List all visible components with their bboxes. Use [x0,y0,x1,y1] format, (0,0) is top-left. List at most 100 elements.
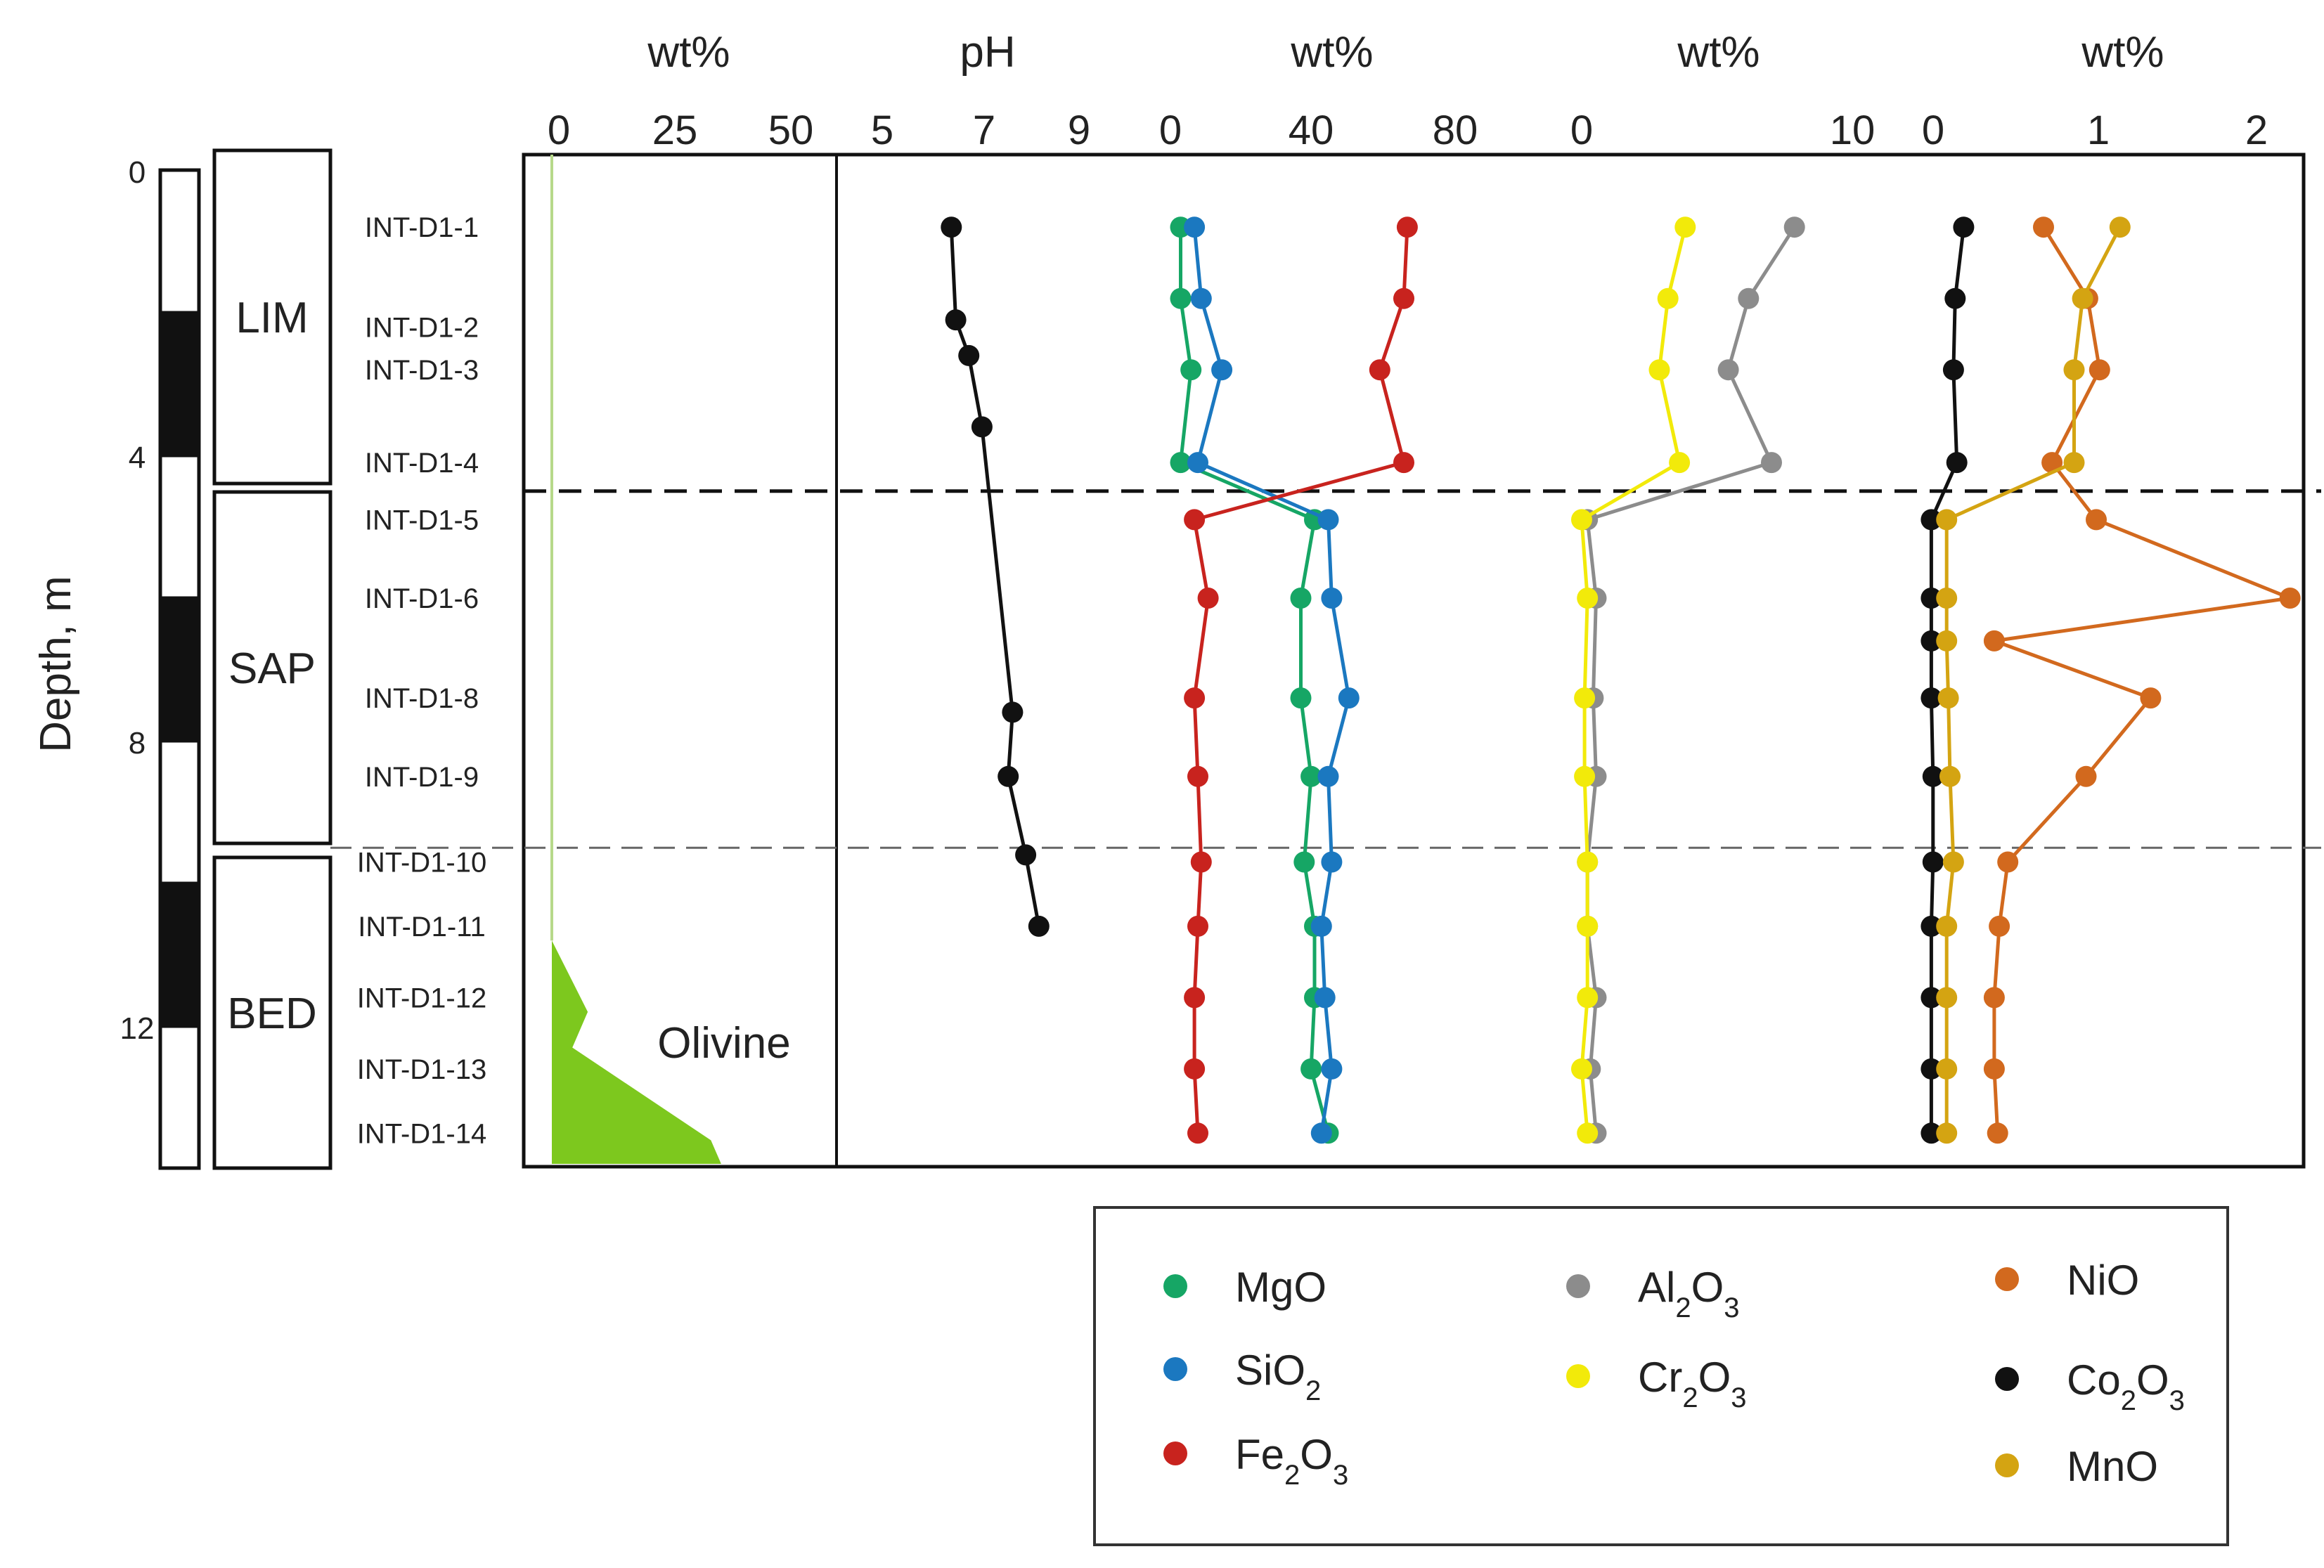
x-tick-label-ph: 5 [871,108,893,153]
data-point-sio2 [1190,287,1212,309]
sample-label: INT-D1-9 [365,762,479,793]
data-point-co2o3 [1920,687,1942,709]
data-point-ph [971,416,993,438]
data-point-sio2 [1321,1058,1343,1080]
data-point-mno [2072,287,2093,309]
data-point-mgo [1293,851,1315,873]
data-point-cr2o3 [1577,851,1599,873]
data-point-sio2 [1314,987,1336,1009]
data-point-cr2o3 [1577,987,1599,1009]
data-point-cr2o3 [1577,588,1599,609]
legend-marker-nio [1995,1267,2019,1291]
data-point-mno [2063,359,2085,381]
sample-label: INT-D1-14 [357,1118,487,1149]
data-point-sio2 [1310,1122,1332,1144]
data-point-fe2o3 [1393,452,1414,474]
panel-title-ph: pH [960,28,1015,77]
olivine-area [552,940,721,1164]
data-point-nio [2075,765,2097,787]
x-tick-label-major: 40 [1289,108,1334,153]
data-point-ph [1028,915,1050,937]
data-point-al2o3 [1783,216,1805,238]
legend-item-nio: NiO [1995,1257,2139,1304]
x-tick-label-trace: 0 [1922,108,1944,153]
legend-item-co2o3: Co2O3 [1995,1356,2185,1416]
legend-item-mgo: MgO [1163,1264,1326,1311]
data-point-co2o3 [1920,915,1942,937]
legend-item-mno: MnO [1995,1443,2158,1490]
data-point-co2o3 [1944,287,1966,309]
depth-tick-label: 4 [129,441,146,475]
legend-marker-al2o3 [1566,1274,1590,1298]
data-point-al2o3 [1717,359,1739,381]
sample-label: INT-D1-4 [365,448,479,479]
panel-title-minor: wt% [1677,28,1760,77]
data-point-fe2o3 [1369,359,1390,381]
series-line-co2o3 [1929,226,1965,1134]
data-point-sio2 [1317,509,1339,531]
series-line-ph [949,227,1041,927]
data-point-fe2o3 [1187,1122,1208,1144]
data-point-sio2 [1338,687,1360,709]
zone-box-lim [212,148,333,486]
data-point-mno [1936,509,1958,531]
data-point-mno [1937,687,1959,709]
zone-label-lim: LIM [235,294,308,342]
x-tick-label-minor: 10 [1830,108,1876,153]
zone-box-sap [212,490,333,845]
sample-label: INT-D1-13 [357,1054,487,1085]
x-tick-label-olivine: 0 [548,108,570,153]
data-point-mno [1936,1058,1958,1080]
x-tick-label-major: 0 [1159,108,1182,153]
data-point-mno [1936,630,1958,652]
data-point-mno [2109,216,2131,238]
legend-label-fe2o3: Fe2O3 [1235,1431,1348,1491]
data-point-cr2o3 [1577,1122,1599,1144]
depth-tick-label: 0 [129,155,146,190]
sample-label: INT-D1-1 [365,212,479,243]
x-tick-label-olivine: 25 [652,108,698,153]
data-point-mgo [1180,359,1202,381]
legend-label-mno: MnO [2067,1443,2158,1490]
legend-item-sio2: SiO2 [1163,1347,1321,1406]
data-point-mno [1936,915,1958,937]
data-point-fe2o3 [1184,1058,1206,1080]
data-point-mno [1936,588,1958,609]
zone-label-sap: SAP [228,644,316,693]
legend-label-mgo: MgO [1235,1264,1326,1311]
data-point-ph [1002,701,1024,723]
data-point-mgo [1300,765,1322,787]
data-point-mgo [1290,687,1312,709]
legend-marker-mgo [1163,1274,1187,1298]
series-line-mno [1944,226,2122,1134]
data-point-nio [1983,987,2005,1009]
legend-marker-co2o3 [1995,1367,2019,1391]
data-point-co2o3 [1920,588,1942,609]
data-point-ph [941,216,962,238]
data-point-sio2 [1187,452,1208,474]
sample-label: INT-D1-6 [365,583,479,614]
data-point-mgo [1300,1058,1322,1080]
data-point-co2o3 [1946,452,1968,474]
data-point-sio2 [1317,765,1339,787]
data-point-sio2 [1184,216,1206,238]
data-point-co2o3 [1922,851,1944,873]
data-point-fe2o3 [1187,915,1208,937]
data-point-cr2o3 [1571,1058,1592,1080]
data-point-sio2 [1310,915,1332,937]
legend-marker-cr2o3 [1566,1364,1590,1388]
data-point-mgo [1170,287,1192,309]
legend-label-nio: NiO [2067,1257,2139,1304]
strat-column-band [158,311,201,458]
data-point-cr2o3 [1648,359,1670,381]
data-point-co2o3 [1920,1122,1942,1144]
data-point-mno [2063,452,2085,474]
data-point-ph [958,344,980,366]
legend-item-al2o3: Al2O3 [1566,1264,1740,1323]
legend-marker-sio2 [1163,1357,1187,1381]
sample-label: INT-D1-11 [358,912,486,942]
depth-axis-label: Depth, m [32,576,80,753]
data-point-fe2o3 [1396,216,1418,238]
legend-label-cr2o3: Cr2O3 [1638,1354,1746,1413]
data-point-al2o3 [1761,452,1782,474]
